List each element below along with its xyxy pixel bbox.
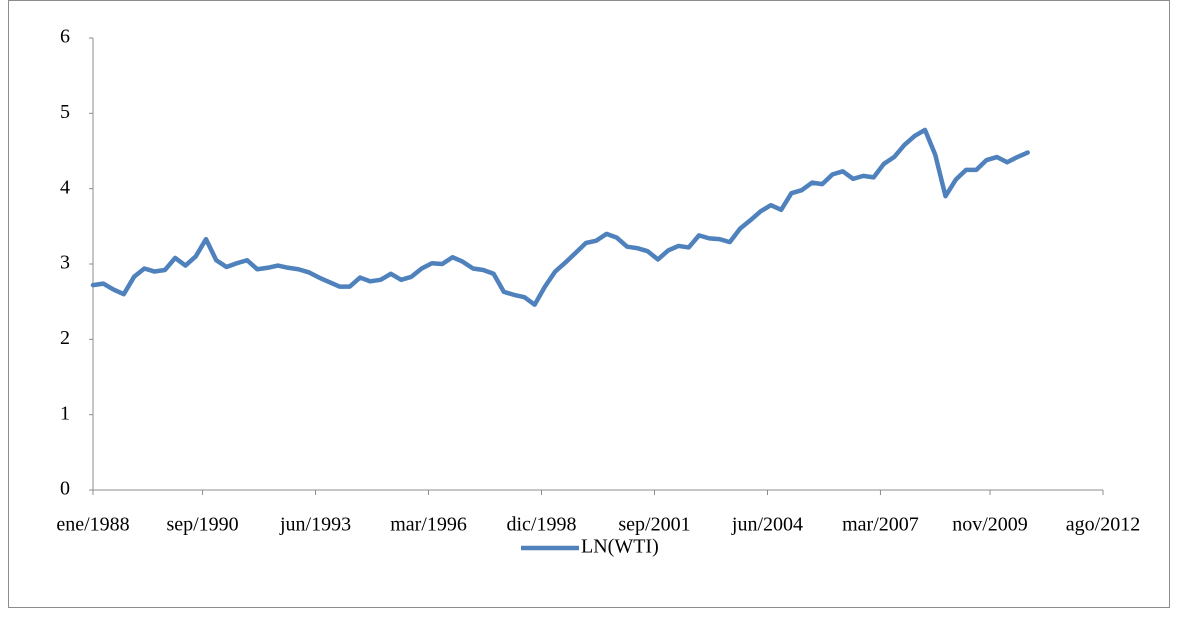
y-tick-label: 2 — [60, 327, 70, 349]
y-tick-label: 6 — [60, 26, 70, 48]
x-tick-label: ene/1988 — [56, 514, 129, 536]
y-tick-label: 5 — [60, 101, 70, 123]
y-tick-label: 4 — [60, 176, 70, 198]
data-line — [90, 127, 1030, 307]
x-tick-label: mar/2007 — [842, 514, 919, 536]
x-tick-label: nov/2009 — [952, 514, 1028, 536]
x-tick-label: mar/1996 — [390, 514, 467, 536]
x-tick-label: jun/1993 — [279, 514, 351, 536]
legend-label: LN(WTI) — [581, 536, 659, 558]
y-tick-label: 1 — [60, 402, 70, 424]
y-tick-label: 3 — [60, 252, 70, 274]
x-tick-label: sep/2001 — [618, 514, 690, 536]
x-tick-label: dic/1998 — [507, 514, 577, 536]
x-tick-label: sep/1990 — [166, 514, 238, 536]
x-tick-label: ago/2012 — [1066, 514, 1140, 536]
chart-frame — [8, 0, 1170, 608]
y-tick-label: 0 — [60, 478, 70, 500]
x-tick-label: jun/2004 — [731, 514, 803, 536]
